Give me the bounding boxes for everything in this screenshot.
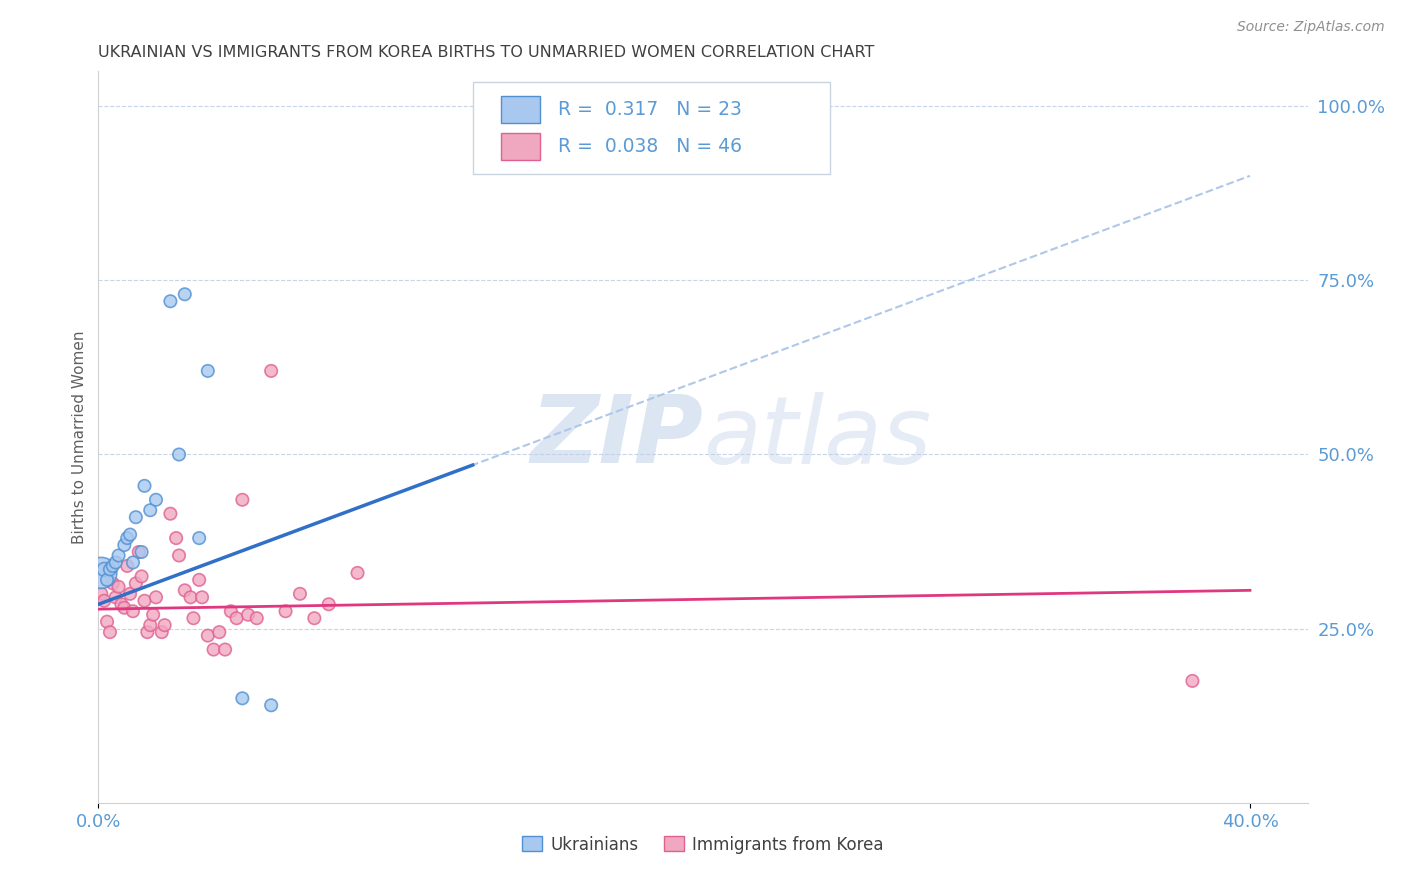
Point	[136, 625, 159, 640]
Point	[183, 611, 205, 625]
Point	[165, 531, 187, 545]
Point	[98, 625, 121, 640]
Point	[167, 448, 190, 462]
Point	[159, 294, 181, 309]
Point	[122, 556, 145, 570]
Bar	[501, 133, 540, 161]
Point	[188, 531, 211, 545]
Y-axis label: Births to Unmarried Women: Births to Unmarried Women	[72, 330, 87, 544]
Point	[188, 573, 211, 587]
Point	[101, 558, 124, 573]
Point	[125, 510, 148, 524]
Point	[115, 531, 138, 545]
Point	[112, 538, 135, 552]
Point	[120, 527, 142, 541]
Point	[318, 597, 340, 611]
Point	[246, 611, 269, 625]
Point	[96, 615, 118, 629]
Point	[128, 545, 150, 559]
Point	[214, 642, 236, 657]
Point	[288, 587, 311, 601]
Legend: Ukrainians, Immigrants from Korea: Ukrainians, Immigrants from Korea	[516, 829, 890, 860]
Point	[173, 287, 195, 301]
Point	[107, 580, 129, 594]
Text: UKRAINIAN VS IMMIGRANTS FROM KOREA BIRTHS TO UNMARRIED WOMEN CORRELATION CHART: UKRAINIAN VS IMMIGRANTS FROM KOREA BIRTH…	[98, 45, 875, 61]
Point	[231, 492, 253, 507]
Point	[120, 587, 142, 601]
Point	[346, 566, 368, 580]
Point	[208, 625, 231, 640]
Point	[260, 364, 283, 378]
Point	[122, 604, 145, 618]
Point	[153, 618, 176, 632]
Point	[98, 562, 121, 576]
Point	[1181, 673, 1204, 688]
Point	[260, 698, 283, 713]
Point	[142, 607, 165, 622]
Point	[150, 625, 173, 640]
Point	[231, 691, 253, 706]
Point	[93, 562, 115, 576]
Point	[134, 594, 156, 608]
Point	[139, 618, 162, 632]
Point	[219, 604, 242, 618]
Point	[145, 492, 167, 507]
Point	[191, 591, 214, 605]
Point	[96, 573, 118, 587]
Point	[225, 611, 247, 625]
Point	[115, 558, 138, 573]
Text: R =  0.317   N = 23: R = 0.317 N = 23	[558, 100, 742, 119]
Text: atlas: atlas	[703, 392, 931, 483]
Point	[134, 479, 156, 493]
Text: R =  0.038   N = 46: R = 0.038 N = 46	[558, 137, 742, 156]
FancyBboxPatch shape	[474, 82, 830, 174]
Point	[112, 600, 135, 615]
Point	[104, 556, 127, 570]
Point	[110, 597, 132, 611]
Point	[101, 576, 124, 591]
Bar	[501, 95, 540, 123]
Point	[304, 611, 326, 625]
Point	[90, 587, 112, 601]
Point	[131, 569, 153, 583]
Point	[197, 629, 219, 643]
Point	[93, 594, 115, 608]
Point	[180, 591, 202, 605]
Point	[90, 566, 112, 580]
Point	[145, 591, 167, 605]
Point	[159, 507, 181, 521]
Point	[139, 503, 162, 517]
Point	[202, 642, 225, 657]
Point	[131, 545, 153, 559]
Point	[236, 607, 259, 622]
Point	[107, 549, 129, 563]
Point	[167, 549, 190, 563]
Point	[104, 591, 127, 605]
Point	[173, 583, 195, 598]
Point	[125, 576, 148, 591]
Text: ZIP: ZIP	[530, 391, 703, 483]
Point	[197, 364, 219, 378]
Point	[274, 604, 297, 618]
Text: Source: ZipAtlas.com: Source: ZipAtlas.com	[1237, 20, 1385, 34]
